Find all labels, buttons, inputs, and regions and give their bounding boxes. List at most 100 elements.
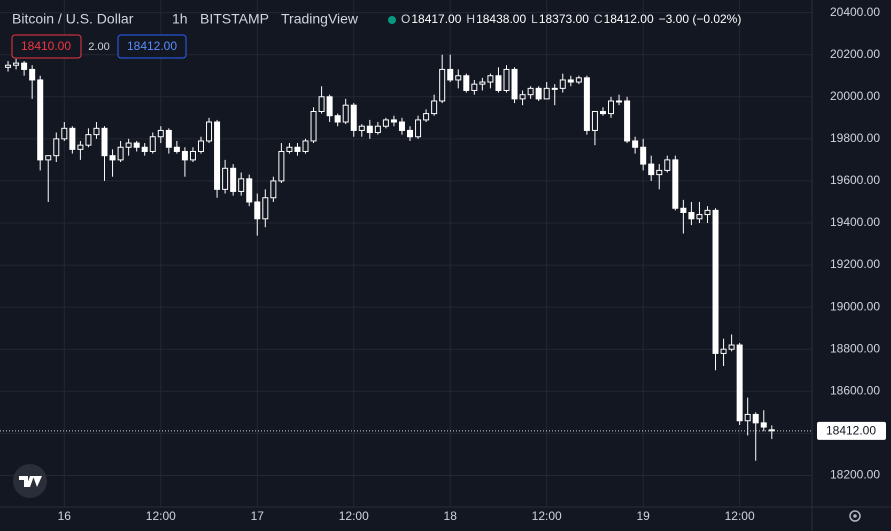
candle-body: [632, 140, 639, 148]
x-tick-label: 12:00: [339, 509, 369, 523]
candle-body: [672, 159, 679, 209]
candle-body: [624, 100, 631, 142]
candle-body: [181, 150, 188, 161]
candle-body: [149, 136, 156, 152]
x-tick-label: 19: [636, 509, 650, 523]
candle-body: [157, 129, 164, 138]
candle-body: [222, 167, 229, 190]
y-tick-label: 20000.00: [830, 89, 880, 103]
ohlc-value: 18412.00: [604, 12, 654, 26]
candle-body: [350, 104, 357, 131]
candle-body: [141, 146, 148, 152]
candle-body: [640, 146, 647, 165]
candle-body: [101, 127, 108, 157]
candle-body: [5, 64, 12, 68]
x-tick-label: 17: [251, 509, 265, 523]
candle-body: [543, 87, 550, 100]
x-tick-label: 16: [58, 509, 72, 523]
sell-box[interactable]: [11, 34, 82, 59]
candle-body: [599, 110, 606, 115]
x-tick-label: 12:00: [146, 509, 176, 523]
source: TradingView: [281, 11, 359, 27]
x-tick-label: 12:00: [725, 509, 755, 523]
candle-body: [310, 110, 317, 142]
candle-body: [206, 121, 213, 142]
candle-body: [318, 96, 325, 112]
candle-body: [423, 113, 430, 121]
candle-body: [61, 127, 68, 140]
y-tick-label: 19000.00: [830, 299, 880, 313]
y-tick-label: 18600.00: [830, 383, 880, 397]
ohlc-value: 18417.00: [411, 12, 461, 26]
candle-body: [189, 150, 196, 161]
candle-body: [382, 119, 389, 127]
y-tick-label: 20400.00: [830, 5, 880, 19]
y-tick-label: 18800.00: [830, 341, 880, 355]
candle-body: [407, 129, 414, 138]
candle-body: [431, 100, 438, 115]
market-status: [388, 16, 396, 24]
y-tick-label: 19800.00: [830, 131, 880, 145]
candle-body: [760, 422, 767, 428]
candle-body: [567, 79, 574, 83]
y-tick-label: 19400.00: [830, 215, 880, 229]
candle-body: [551, 87, 558, 90]
candle-body: [270, 180, 277, 199]
candle-body: [744, 413, 751, 422]
candle-body: [53, 138, 60, 157]
header: Bitcoin / U.S. Dollar 1h BITSTAMP Tradin…: [11, 11, 742, 59]
candle-body: [704, 209, 711, 216]
x-tick-label: 12:00: [532, 509, 562, 523]
candle-body: [495, 75, 502, 91]
candle-body: [21, 62, 28, 70]
y-tick-label: 18200.00: [830, 468, 880, 482]
candle-body: [487, 75, 494, 83]
candle-body: [173, 146, 180, 152]
symbol-title: Bitcoin / U.S. Dollar: [12, 11, 134, 27]
ohlc-label: H: [466, 12, 475, 26]
interval: 1h: [172, 11, 188, 27]
last-price-label: 18412.00: [826, 424, 876, 438]
last-price-box: [817, 421, 886, 440]
candle-body: [583, 77, 590, 131]
change: −3.00 (−0.02%): [659, 12, 742, 26]
candle-body: [117, 146, 124, 161]
candle-body: [374, 125, 381, 134]
settings-icon[interactable]: [849, 510, 861, 522]
candle-body: [688, 211, 695, 220]
exchange: BITSTAMP: [200, 11, 269, 27]
buy-box[interactable]: [117, 34, 187, 59]
candle-body: [278, 150, 285, 182]
candle-body: [752, 413, 759, 424]
tv-logo: ​: [13, 464, 47, 498]
candle-body: [29, 68, 36, 81]
candle-body: [197, 140, 204, 152]
candle-body: [246, 178, 253, 203]
ohlc-value: 18373.00: [539, 12, 589, 26]
candle-body: [696, 214, 703, 220]
candle-body: [455, 75, 462, 81]
candle-body: [728, 344, 735, 350]
ohlc-label: O: [401, 12, 410, 26]
candle-body: [165, 129, 172, 148]
candle-body: [608, 100, 615, 115]
candle-body: [439, 68, 446, 102]
candle-body: [125, 142, 132, 148]
candle-body: [214, 121, 221, 190]
candle-body: [656, 169, 663, 176]
candle-body: [85, 134, 92, 146]
candle-body: [358, 125, 365, 131]
candle-body: [286, 146, 293, 152]
y-tick-label: 19200.00: [830, 257, 880, 271]
candle-body: [511, 68, 518, 100]
candle-body: [447, 68, 454, 81]
candle-body: [575, 77, 582, 83]
candle-body: [471, 83, 478, 91]
candle-body: [527, 87, 534, 96]
candle-body: [45, 155, 52, 161]
candle-body: [664, 159, 671, 171]
candle-body: [238, 178, 245, 192]
candle-body: [334, 115, 341, 123]
candle-body: [69, 127, 76, 150]
